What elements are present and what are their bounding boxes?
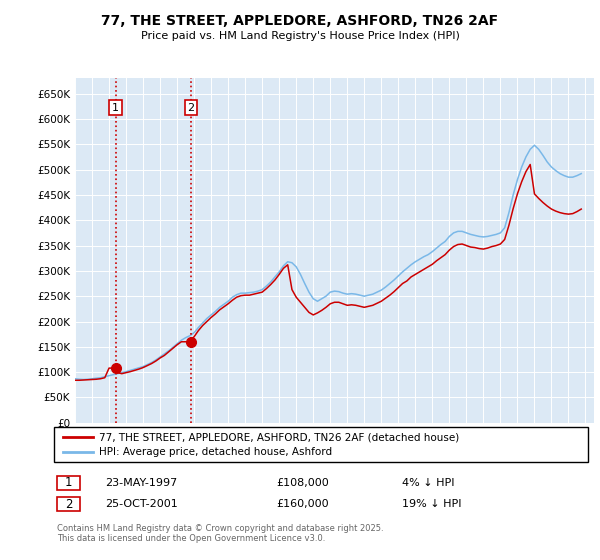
Text: 2: 2 [65, 497, 72, 511]
Text: 2: 2 [187, 102, 194, 113]
Text: 23-MAY-1997: 23-MAY-1997 [105, 478, 177, 488]
Text: 19% ↓ HPI: 19% ↓ HPI [402, 499, 461, 509]
Text: 1: 1 [65, 476, 72, 489]
Text: 77, THE STREET, APPLEDORE, ASHFORD, TN26 2AF (detached house): 77, THE STREET, APPLEDORE, ASHFORD, TN26… [99, 432, 459, 442]
Text: 25-OCT-2001: 25-OCT-2001 [105, 499, 178, 509]
Text: Contains HM Land Registry data © Crown copyright and database right 2025.
This d: Contains HM Land Registry data © Crown c… [57, 524, 383, 543]
Text: 1: 1 [112, 102, 119, 113]
Text: 4% ↓ HPI: 4% ↓ HPI [402, 478, 455, 488]
Text: £160,000: £160,000 [276, 499, 329, 509]
Text: 77, THE STREET, APPLEDORE, ASHFORD, TN26 2AF: 77, THE STREET, APPLEDORE, ASHFORD, TN26… [101, 14, 499, 28]
Text: HPI: Average price, detached house, Ashford: HPI: Average price, detached house, Ashf… [99, 447, 332, 458]
Text: Price paid vs. HM Land Registry's House Price Index (HPI): Price paid vs. HM Land Registry's House … [140, 31, 460, 41]
Text: £108,000: £108,000 [276, 478, 329, 488]
